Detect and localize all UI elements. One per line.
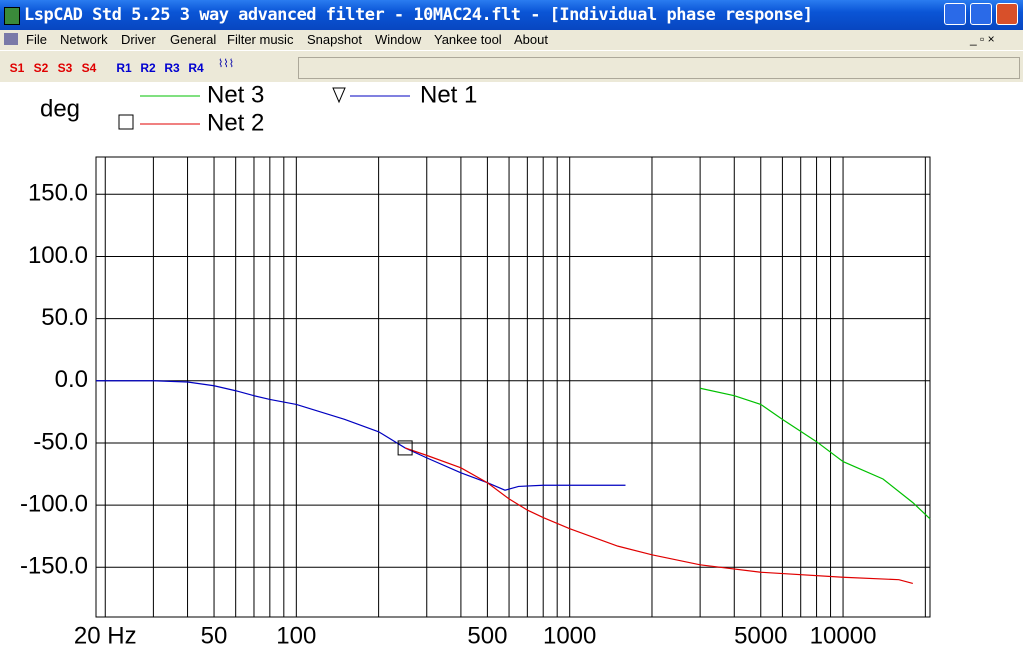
menu-item[interactable]: Yankee tool [434, 32, 502, 47]
menu-item[interactable]: Window [375, 32, 422, 47]
x-tick-label: 5000 [734, 622, 787, 649]
menu-item[interactable]: File [26, 32, 47, 47]
y-tick-label: 100.0 [28, 242, 88, 269]
legend-marker [332, 87, 346, 104]
x-tick-label: 10000 [810, 622, 877, 649]
y-axis-label: deg [40, 95, 80, 122]
series-line [699, 387, 931, 520]
toolbar-button[interactable]: S4 [81, 61, 97, 75]
toolbar-button[interactable]: S1 [9, 61, 25, 75]
app-icon [4, 7, 20, 25]
filter-icons[interactable]: ⌇⌇⌇ [218, 58, 235, 70]
toolbar-button[interactable]: S3 [57, 61, 73, 75]
chart: deg 150.0 100.0 50.0 0.0 -50.0 -100.0 -150.0 20… [0, 82, 1023, 671]
toolbar-field [298, 57, 1020, 79]
y-tick-label: -150.0 [20, 553, 88, 580]
title-bar: LspCAD Std 5.25 3 way advanced filter - … [0, 0, 1023, 30]
menu-item[interactable]: Snapshot [307, 32, 362, 47]
x-tick-label: 50 [201, 622, 228, 649]
y-tick-label: 50.0 [41, 304, 88, 331]
legend-label: Net 2 [207, 109, 264, 136]
legend-label: Net 3 [207, 82, 264, 108]
minimize-button[interactable] [944, 3, 966, 25]
series-line [96, 380, 626, 491]
menu-item[interactable]: General [170, 32, 217, 47]
series-marker [397, 440, 413, 456]
y-tick-label: -50.0 [33, 428, 88, 455]
toolbar-button[interactable]: S2 [33, 61, 49, 75]
close-button[interactable] [996, 3, 1018, 25]
toolbar-button[interactable]: R2 [140, 61, 156, 75]
toolbar-button[interactable]: R4 [188, 61, 204, 75]
plot-border [95, 156, 931, 618]
menu-item[interactable]: Driver [121, 32, 156, 47]
child-controls[interactable]: _ ▫ × [970, 32, 995, 46]
x-tick-label: 100 [276, 622, 316, 649]
y-tick-label: 150.0 [28, 180, 88, 207]
menu-item[interactable]: Network [60, 32, 108, 47]
x-tick-label: 1000 [543, 622, 596, 649]
menu-item[interactable]: Filter music [227, 32, 294, 47]
toolbar-button[interactable]: R3 [164, 61, 180, 75]
doc-icon [4, 33, 18, 45]
window-title: LspCAD Std 5.25 3 way advanced filter - … [24, 5, 813, 25]
menu-bar: _ ▫ × File Network Driver General Filter mus… [0, 30, 1023, 50]
toolbar: ⌇⌇⌇ S1 S2 S3 S4 R1 R2 R3 R4 [0, 51, 1023, 83]
chart-bg [0, 82, 1023, 671]
series-line [404, 447, 913, 585]
legend-label: Net 1 [420, 82, 477, 108]
legend-marker [118, 114, 134, 130]
x-tick-label: 500 [467, 622, 507, 649]
x-tick-label: 20 Hz [74, 622, 137, 649]
y-tick-label: 0.0 [55, 366, 88, 393]
maximize-button[interactable] [970, 3, 992, 25]
menu-item[interactable]: About [514, 32, 548, 47]
toolbar-button[interactable]: R1 [116, 61, 132, 75]
y-tick-label: -100.0 [20, 490, 88, 517]
